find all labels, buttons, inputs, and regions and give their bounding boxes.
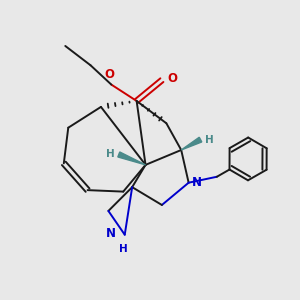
Text: O: O	[167, 72, 177, 85]
Text: N: N	[192, 176, 202, 189]
Polygon shape	[118, 152, 146, 165]
Polygon shape	[181, 137, 202, 150]
Text: O: O	[105, 68, 115, 81]
Text: H: H	[119, 244, 128, 254]
Text: N: N	[106, 227, 116, 240]
Text: H: H	[106, 149, 114, 160]
Text: H: H	[205, 135, 214, 145]
